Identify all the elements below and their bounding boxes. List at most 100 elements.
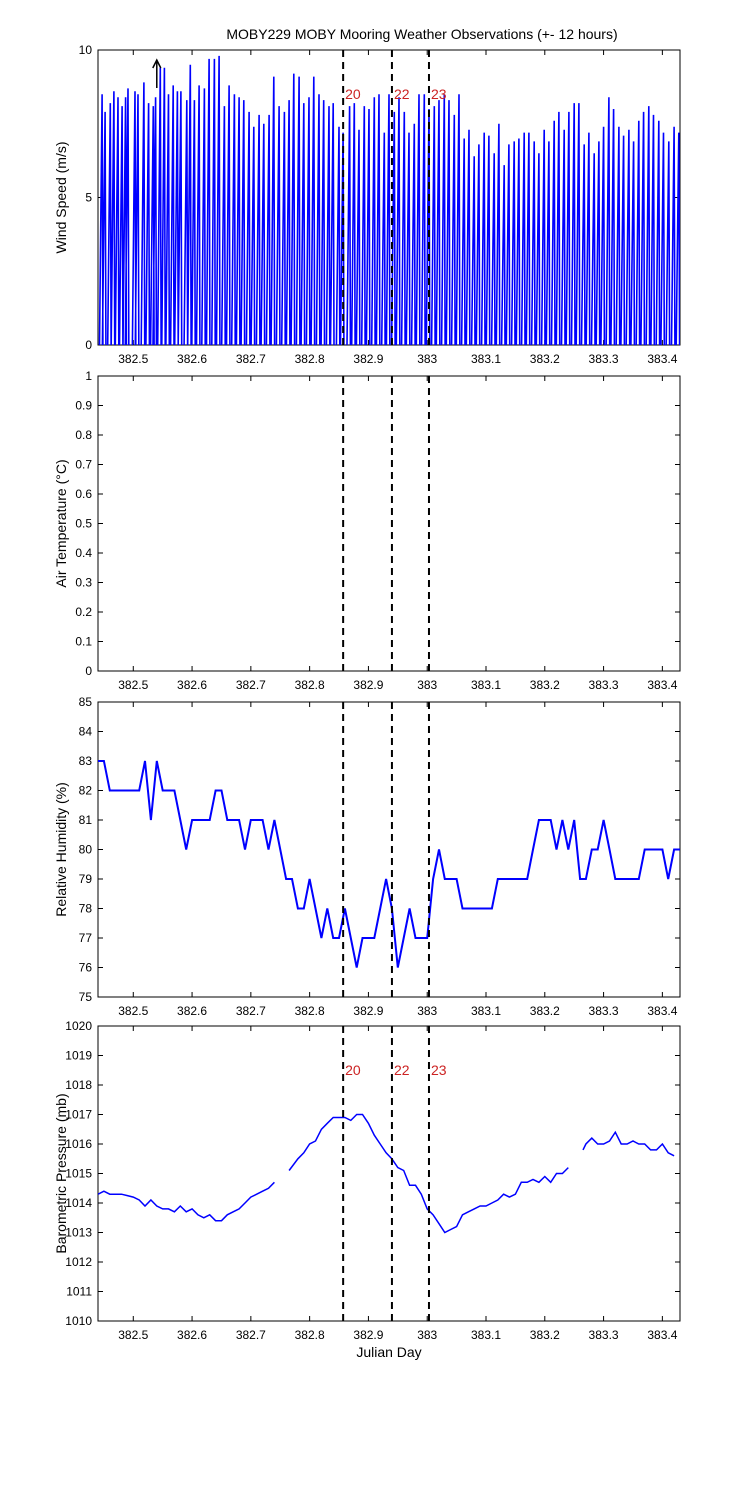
x-tick-label: 383 bbox=[417, 352, 437, 366]
event-label: 22 bbox=[394, 1062, 410, 1078]
y-tick-label: 76 bbox=[79, 961, 93, 975]
y-tick-label: 10 bbox=[79, 43, 93, 57]
y-axis-label: Relative Humidity (%) bbox=[53, 782, 69, 917]
series-line-segment bbox=[288, 1113, 569, 1234]
x-tick-label: 382.8 bbox=[295, 1004, 325, 1018]
x-tick-label: 382.8 bbox=[295, 678, 325, 692]
x-tick-label: 383.3 bbox=[589, 678, 619, 692]
x-tick-label: 382.8 bbox=[295, 1328, 325, 1342]
x-tick-label: 382.6 bbox=[177, 1004, 207, 1018]
y-tick-label: 0.8 bbox=[75, 428, 92, 442]
y-tick-label: 85 bbox=[79, 695, 93, 709]
x-tick-label: 383.3 bbox=[589, 1004, 619, 1018]
x-tick-label: 383.4 bbox=[647, 1004, 677, 1018]
series-line bbox=[98, 760, 680, 968]
note-arrow-head bbox=[152, 58, 162, 69]
series-group bbox=[98, 55, 680, 345]
x-tick-label: 382.6 bbox=[177, 678, 207, 692]
x-tick-label: 383.4 bbox=[647, 352, 677, 366]
y-tick-label: 0 bbox=[85, 664, 92, 678]
y-tick-label: 75 bbox=[79, 990, 93, 1004]
x-tick-label: 383.1 bbox=[471, 678, 501, 692]
event-label: 20 bbox=[345, 1062, 361, 1078]
x-tick-label: 382.9 bbox=[353, 352, 383, 366]
x-tick-label: 382.6 bbox=[177, 352, 207, 366]
y-tick-label: 1014 bbox=[65, 1196, 92, 1210]
y-tick-label: 0.3 bbox=[75, 576, 92, 590]
y-tick-label: 78 bbox=[79, 902, 93, 916]
y-tick-label: 1012 bbox=[65, 1255, 92, 1269]
y-tick-label: 1017 bbox=[65, 1108, 92, 1122]
y-tick-label: 1011 bbox=[66, 1285, 92, 1299]
y-axis-label: Wind Speed (m/s) bbox=[53, 141, 69, 253]
x-tick-label: 383.2 bbox=[530, 1328, 560, 1342]
x-tick-label: 382.5 bbox=[118, 352, 148, 366]
x-tick-label: 382.5 bbox=[118, 678, 148, 692]
y-tick-label: 5 bbox=[85, 191, 92, 205]
panel-1: 382.5 382.6 382.7 382.8 382.9 383 383.1 383.2 38… bbox=[53, 43, 681, 366]
y-tick-label: 1010 bbox=[65, 1314, 92, 1328]
panel-2: 382.5 382.6 382.7 382.8 382.9 383 383.1 383.2 38… bbox=[53, 369, 681, 692]
panel-4: 382.5 382.6 382.7 382.8 382.9 383 383.1 383.2 38… bbox=[53, 1019, 681, 1360]
axes-box bbox=[97, 375, 681, 672]
x-tick-label: 383.2 bbox=[530, 352, 560, 366]
y-tick-label: 1 bbox=[85, 369, 92, 383]
series-group bbox=[98, 760, 680, 968]
y-tick-label: 82 bbox=[79, 784, 93, 798]
y-tick-label: 84 bbox=[79, 725, 93, 739]
event-label: 23 bbox=[431, 1062, 447, 1078]
y-axis-label: Air Temperature (°C) bbox=[53, 459, 69, 587]
y-tick-label: 83 bbox=[79, 754, 93, 768]
y-tick-label: 1015 bbox=[65, 1167, 92, 1181]
x-tick-label: 383.1 bbox=[471, 352, 501, 366]
y-axis-label: Barometric Pressure (mb) bbox=[53, 1093, 69, 1253]
event-label: 22 bbox=[394, 86, 410, 102]
event-label: 23 bbox=[431, 86, 447, 102]
x-tick-label: 382.7 bbox=[236, 678, 266, 692]
x-tick-label: 383.4 bbox=[647, 678, 677, 692]
y-tick-label: 0.9 bbox=[75, 399, 92, 413]
x-tick-label: 382.6 bbox=[177, 1328, 207, 1342]
y-tick-label: 1019 bbox=[65, 1049, 92, 1063]
panel-3: 382.5 382.6 382.7 382.8 382.9 383 383.1 383.2 38… bbox=[53, 695, 681, 1018]
y-tick-label: 0.4 bbox=[75, 546, 92, 560]
x-tick-label: 383.2 bbox=[530, 1004, 560, 1018]
x-tick-label: 382.5 bbox=[118, 1004, 148, 1018]
x-axis-label: Julian Day bbox=[356, 1344, 421, 1360]
x-tick-label: 383 bbox=[417, 678, 437, 692]
y-tick-label: 0.2 bbox=[75, 605, 92, 619]
x-tick-label: 382.5 bbox=[118, 1328, 148, 1342]
x-tick-label: 383.3 bbox=[589, 352, 619, 366]
x-tick-label: 383.3 bbox=[589, 1328, 619, 1342]
y-tick-label: 0.7 bbox=[75, 458, 92, 472]
x-tick-label: 382.7 bbox=[236, 1004, 266, 1018]
x-tick-label: 383.1 bbox=[471, 1004, 501, 1018]
event-label: 20 bbox=[345, 86, 361, 102]
y-tick-label: 0.1 bbox=[75, 635, 92, 649]
x-tick-label: 382.8 bbox=[295, 352, 325, 366]
figure-title: MOBY229 MOBY Mooring Weather Observation… bbox=[226, 26, 617, 42]
x-tick-label: 382.7 bbox=[236, 1328, 266, 1342]
series-line-segment bbox=[582, 1130, 675, 1157]
y-tick-label: 79 bbox=[79, 872, 93, 886]
y-tick-label: 1018 bbox=[65, 1078, 92, 1092]
x-tick-label: 383 bbox=[417, 1328, 437, 1342]
x-tick-label: 382.7 bbox=[236, 352, 266, 366]
axes-box bbox=[97, 1025, 681, 1322]
y-tick-label: 1016 bbox=[65, 1137, 92, 1151]
panels: 382.5 382.6 382.7 382.8 382.9 383 383.1 383.2 38… bbox=[53, 43, 681, 1360]
x-tick-label: 382.9 bbox=[353, 678, 383, 692]
y-tick-label: 1013 bbox=[65, 1226, 92, 1240]
x-tick-label: 382.9 bbox=[353, 1328, 383, 1342]
y-tick-label: 1020 bbox=[65, 1019, 92, 1033]
y-tick-label: 77 bbox=[79, 931, 93, 945]
x-tick-label: 382.9 bbox=[353, 1004, 383, 1018]
x-tick-label: 383.4 bbox=[647, 1328, 677, 1342]
y-tick-label: 0.5 bbox=[75, 517, 92, 531]
series-line-segment bbox=[98, 1181, 275, 1222]
y-tick-label: 0.6 bbox=[75, 487, 92, 501]
series-line bbox=[98, 55, 680, 345]
series-group bbox=[98, 1113, 675, 1234]
y-tick-label: 80 bbox=[79, 843, 93, 857]
